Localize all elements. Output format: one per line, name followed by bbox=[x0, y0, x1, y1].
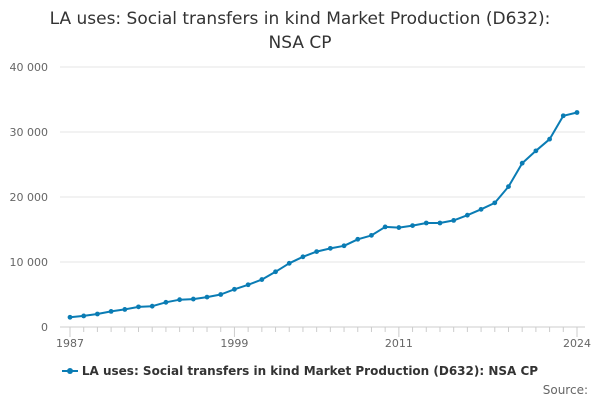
chart-title: LA uses: Social transfers in kind Market… bbox=[20, 7, 580, 55]
data-point bbox=[382, 224, 388, 230]
data-point bbox=[177, 297, 183, 303]
data-point bbox=[204, 294, 210, 300]
x-tick-label: 1987 bbox=[56, 337, 84, 350]
data-point bbox=[327, 245, 333, 251]
legend-item[interactable]: LA uses: Social transfers in kind Market… bbox=[61, 364, 539, 378]
data-point bbox=[286, 260, 292, 266]
x-tick-label: 2024 bbox=[563, 337, 591, 350]
chart-title-line-2: NSA CP bbox=[268, 33, 332, 53]
data-point bbox=[547, 136, 552, 142]
data-point bbox=[163, 299, 169, 305]
series-layer bbox=[67, 110, 580, 320]
data-point bbox=[506, 184, 511, 190]
data-point bbox=[533, 148, 539, 154]
data-point bbox=[355, 236, 361, 242]
y-axis-tick-labels: 0 10 000 20 000 30 000 40 000 bbox=[10, 61, 49, 334]
x-tick-label: 2011 bbox=[385, 337, 413, 350]
data-point bbox=[81, 313, 87, 319]
x-axis-tick-labels: 1987 1999 2011 2024 bbox=[56, 337, 591, 350]
data-point bbox=[67, 314, 73, 320]
source-label: Source: bbox=[542, 383, 588, 397]
data-point bbox=[149, 303, 155, 309]
data-point bbox=[369, 232, 374, 238]
data-point bbox=[574, 110, 580, 115]
y-tick-label: 10 000 bbox=[10, 256, 49, 269]
data-point bbox=[259, 277, 265, 282]
data-point bbox=[136, 304, 141, 310]
x-tick-label: 1999 bbox=[220, 337, 248, 350]
data-point bbox=[560, 113, 566, 119]
legend-label: LA uses: Social transfers in kind Market… bbox=[81, 364, 539, 378]
data-point bbox=[519, 160, 525, 166]
data-point bbox=[464, 212, 470, 218]
data-point bbox=[437, 220, 443, 226]
data-point bbox=[108, 309, 114, 314]
data-point bbox=[122, 307, 128, 312]
data-point bbox=[396, 225, 402, 230]
y-tick-label: 30 000 bbox=[10, 126, 49, 139]
data-point bbox=[341, 243, 347, 249]
y-tick-label: 0 bbox=[41, 321, 48, 334]
y-tick-label: 20 000 bbox=[10, 191, 49, 204]
y-tick-label: 40 000 bbox=[10, 61, 49, 74]
data-point bbox=[451, 218, 457, 223]
legend: LA uses: Social transfers in kind Market… bbox=[0, 364, 600, 379]
data-point bbox=[478, 206, 484, 212]
data-point bbox=[95, 311, 100, 317]
data-point bbox=[273, 269, 278, 275]
legend-line-marker-icon bbox=[61, 366, 78, 376]
data-point bbox=[300, 254, 306, 260]
data-point bbox=[423, 220, 429, 226]
chart-title-line-1: LA uses: Social transfers in kind Market… bbox=[49, 9, 551, 29]
data-point bbox=[190, 296, 196, 302]
data-point bbox=[492, 200, 498, 206]
x-axis bbox=[60, 326, 585, 337]
data-point bbox=[218, 292, 224, 297]
grid-lines bbox=[60, 66, 585, 263]
data-point bbox=[410, 223, 415, 229]
data-point bbox=[314, 249, 320, 255]
data-point bbox=[245, 282, 251, 288]
series-line bbox=[69, 111, 578, 319]
data-point bbox=[232, 286, 237, 292]
